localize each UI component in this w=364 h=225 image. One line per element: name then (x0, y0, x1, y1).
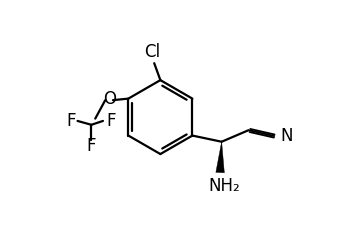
Text: Cl: Cl (145, 43, 161, 61)
Polygon shape (216, 142, 224, 173)
Text: F: F (106, 112, 115, 130)
Text: F: F (67, 112, 76, 130)
Text: NH₂: NH₂ (208, 177, 240, 195)
Text: F: F (87, 137, 96, 155)
Text: O: O (103, 90, 116, 108)
Text: N: N (280, 127, 293, 145)
